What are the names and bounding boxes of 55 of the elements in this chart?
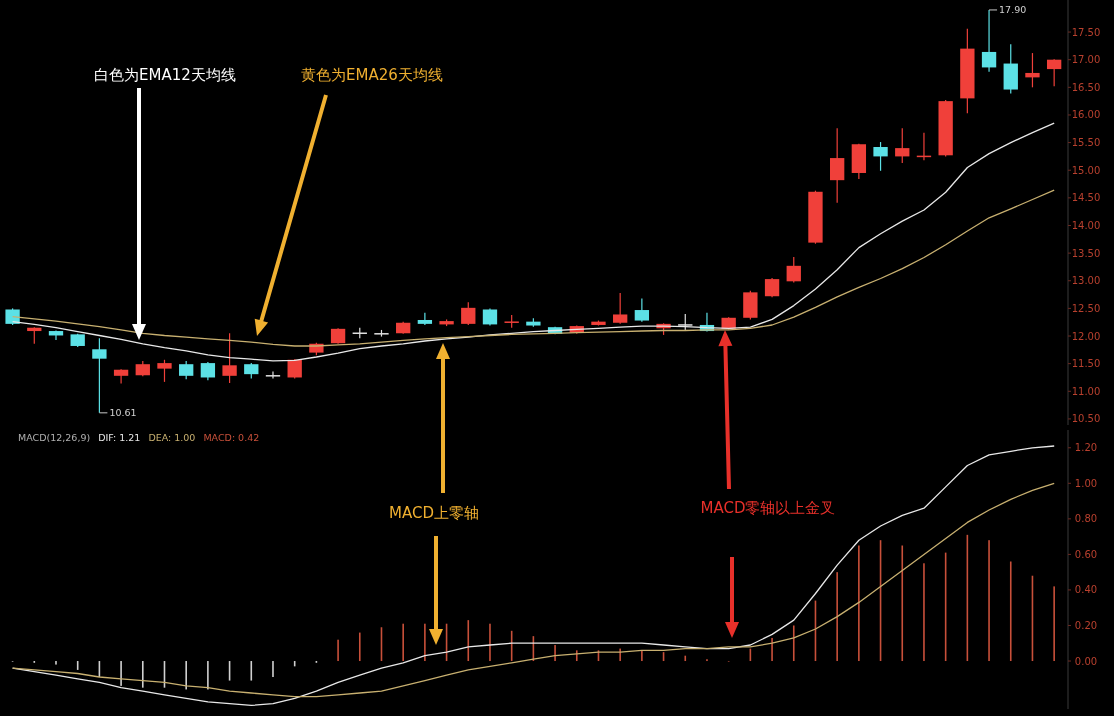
candlestick <box>461 301 476 326</box>
candlestick <box>113 368 129 385</box>
y-tick-label: 11.50 <box>1071 358 1101 370</box>
y-tick-label: 0.80 <box>1074 513 1098 525</box>
candlestick <box>895 127 910 164</box>
candlestick <box>157 359 172 383</box>
text: MACD: 0.42 <box>203 432 260 443</box>
annotation: MACD上零轴 <box>389 504 479 522</box>
y-tick-label: 0.40 <box>1074 584 1098 596</box>
legend-title: MACD(12,26,9) <box>18 432 91 443</box>
y-tick-label: 13.50 <box>1071 247 1101 259</box>
candlestick <box>873 141 888 172</box>
candlestick <box>1025 52 1040 88</box>
y-tick-label: 17.50 <box>1071 26 1101 38</box>
candlestick <box>830 127 845 204</box>
candlestick <box>613 292 628 325</box>
line-series <box>11 482 1055 698</box>
candlestick <box>764 277 780 298</box>
candlestick <box>92 337 107 414</box>
y-tick-label: 17.00 <box>1071 54 1101 66</box>
y-tick-label: 0.60 <box>1074 548 1098 560</box>
annotation: MACD零轴以上金叉 <box>700 499 836 517</box>
annotation: 17.90 <box>999 4 1027 16</box>
y-tick-label: 1.00 <box>1074 477 1098 489</box>
y-tick-label: 12.00 <box>1071 330 1101 342</box>
y-tick-label: 14.50 <box>1071 192 1101 204</box>
candlestick <box>1046 58 1062 87</box>
y-tick-label: 16.50 <box>1071 81 1101 93</box>
candlestick <box>417 312 433 326</box>
candlestick <box>634 297 650 323</box>
y-tick-label: 13.00 <box>1071 275 1101 287</box>
candlestick <box>265 370 281 380</box>
line-series <box>11 122 1055 362</box>
y-tick-label: 0.00 <box>1074 655 1098 667</box>
candlestick <box>287 358 302 380</box>
y-tick-label: 15.00 <box>1071 164 1101 176</box>
candlestick <box>222 332 237 384</box>
y-tick-label: 10.50 <box>1071 413 1101 425</box>
y-tick-label: 12.50 <box>1071 302 1101 314</box>
annotation: 黄色为EMA26天均线 <box>301 66 443 84</box>
line-series <box>11 189 1055 347</box>
candlestick <box>179 360 194 380</box>
candlestick <box>786 256 801 284</box>
candlestick <box>200 361 216 381</box>
annotation: 10.61 <box>109 407 137 419</box>
y-tick-label: 16.00 <box>1071 109 1101 121</box>
y-tick-label: 0.20 <box>1074 619 1098 631</box>
y-tick-label: 11.00 <box>1071 385 1101 397</box>
text: DEA: 1.00 <box>148 432 196 443</box>
y-tick-label: 15.50 <box>1071 137 1101 149</box>
candlestick <box>981 9 997 73</box>
y-tick-label: 1.20 <box>1074 442 1098 454</box>
text: DIF: 1.21 <box>98 432 141 443</box>
y-tick-label: 14.00 <box>1071 219 1101 231</box>
annotation: 白色为EMA12天均线 <box>94 66 236 84</box>
